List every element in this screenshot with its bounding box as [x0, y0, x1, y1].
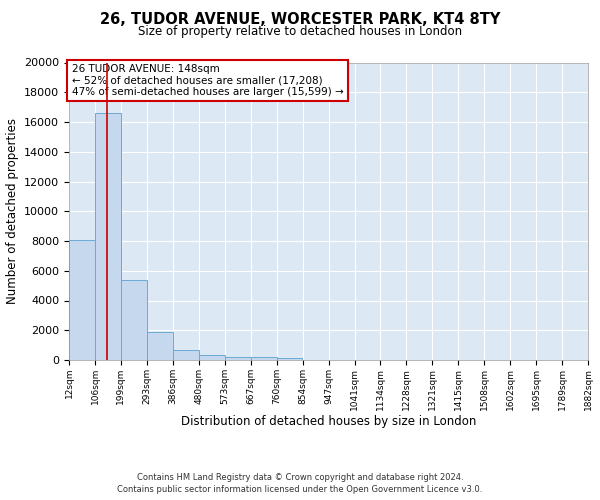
Text: 26 TUDOR AVENUE: 148sqm
← 52% of detached houses are smaller (17,208)
47% of sem: 26 TUDOR AVENUE: 148sqm ← 52% of detache… — [71, 64, 343, 97]
Text: Contains HM Land Registry data © Crown copyright and database right 2024.: Contains HM Land Registry data © Crown c… — [137, 472, 463, 482]
Text: Size of property relative to detached houses in London: Size of property relative to detached ho… — [138, 25, 462, 38]
Text: 26, TUDOR AVENUE, WORCESTER PARK, KT4 8TY: 26, TUDOR AVENUE, WORCESTER PARK, KT4 8T… — [100, 12, 500, 28]
X-axis label: Distribution of detached houses by size in London: Distribution of detached houses by size … — [181, 416, 476, 428]
Bar — [199, 355, 224, 360]
Bar — [95, 113, 121, 360]
Bar — [173, 350, 199, 360]
Text: Contains public sector information licensed under the Open Government Licence v3: Contains public sector information licen… — [118, 485, 482, 494]
Bar — [251, 357, 277, 360]
Bar — [121, 280, 147, 360]
Bar — [69, 240, 95, 360]
Bar — [277, 358, 302, 360]
Bar — [224, 356, 251, 360]
Bar — [147, 332, 173, 360]
Y-axis label: Number of detached properties: Number of detached properties — [5, 118, 19, 304]
